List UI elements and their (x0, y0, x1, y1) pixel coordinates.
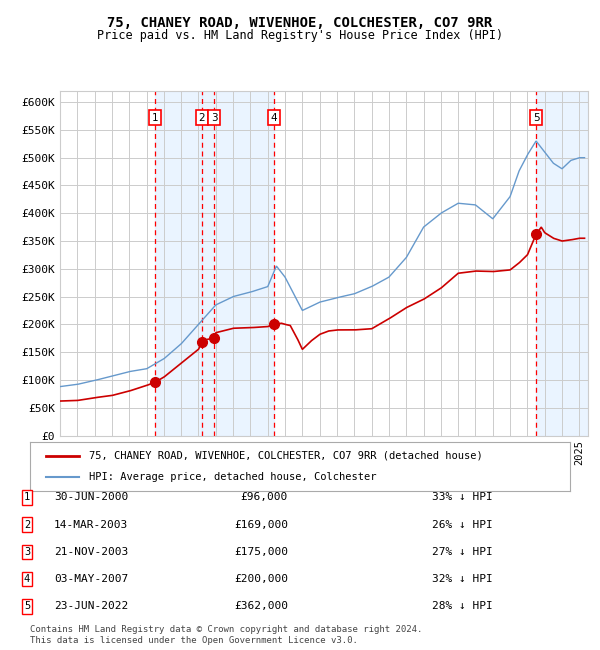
Text: £362,000: £362,000 (234, 601, 288, 612)
Text: 30-JUN-2000: 30-JUN-2000 (54, 492, 128, 502)
Text: £96,000: £96,000 (241, 492, 288, 502)
Text: 23-JUN-2022: 23-JUN-2022 (54, 601, 128, 612)
Text: 1: 1 (152, 112, 158, 123)
Text: 3: 3 (211, 112, 217, 123)
Bar (155, 91, 202, 436)
Text: 75, CHANEY ROAD, WIVENHOE, COLCHESTER, CO7 9RR: 75, CHANEY ROAD, WIVENHOE, COLCHESTER, C… (107, 16, 493, 31)
Text: 5: 5 (533, 112, 539, 123)
Text: 27% ↓ HPI: 27% ↓ HPI (432, 547, 493, 557)
Text: £200,000: £200,000 (234, 574, 288, 584)
Text: 75, CHANEY ROAD, WIVENHOE, COLCHESTER, CO7 9RR (detached house): 75, CHANEY ROAD, WIVENHOE, COLCHESTER, C… (89, 450, 483, 461)
Text: 28% ↓ HPI: 28% ↓ HPI (432, 601, 493, 612)
Text: 03-MAY-2007: 03-MAY-2007 (54, 574, 128, 584)
Text: 14-MAR-2003: 14-MAR-2003 (54, 519, 128, 530)
Text: 2: 2 (199, 112, 205, 123)
Text: 32% ↓ HPI: 32% ↓ HPI (432, 574, 493, 584)
Text: HPI: Average price, detached house, Colchester: HPI: Average price, detached house, Colc… (89, 472, 377, 482)
Text: 4: 4 (271, 112, 277, 123)
Text: 1: 1 (24, 492, 30, 502)
Text: 3: 3 (24, 547, 30, 557)
Text: 4: 4 (24, 574, 30, 584)
Text: Price paid vs. HM Land Registry's House Price Index (HPI): Price paid vs. HM Land Registry's House … (97, 29, 503, 42)
Bar (202, 91, 274, 436)
Text: 2: 2 (24, 519, 30, 530)
Bar (536, 91, 588, 436)
Text: 26% ↓ HPI: 26% ↓ HPI (432, 519, 493, 530)
Text: 33% ↓ HPI: 33% ↓ HPI (432, 492, 493, 502)
Text: 5: 5 (24, 601, 30, 612)
Text: 21-NOV-2003: 21-NOV-2003 (54, 547, 128, 557)
Text: £169,000: £169,000 (234, 519, 288, 530)
Text: Contains HM Land Registry data © Crown copyright and database right 2024.
This d: Contains HM Land Registry data © Crown c… (30, 625, 422, 645)
Text: £175,000: £175,000 (234, 547, 288, 557)
